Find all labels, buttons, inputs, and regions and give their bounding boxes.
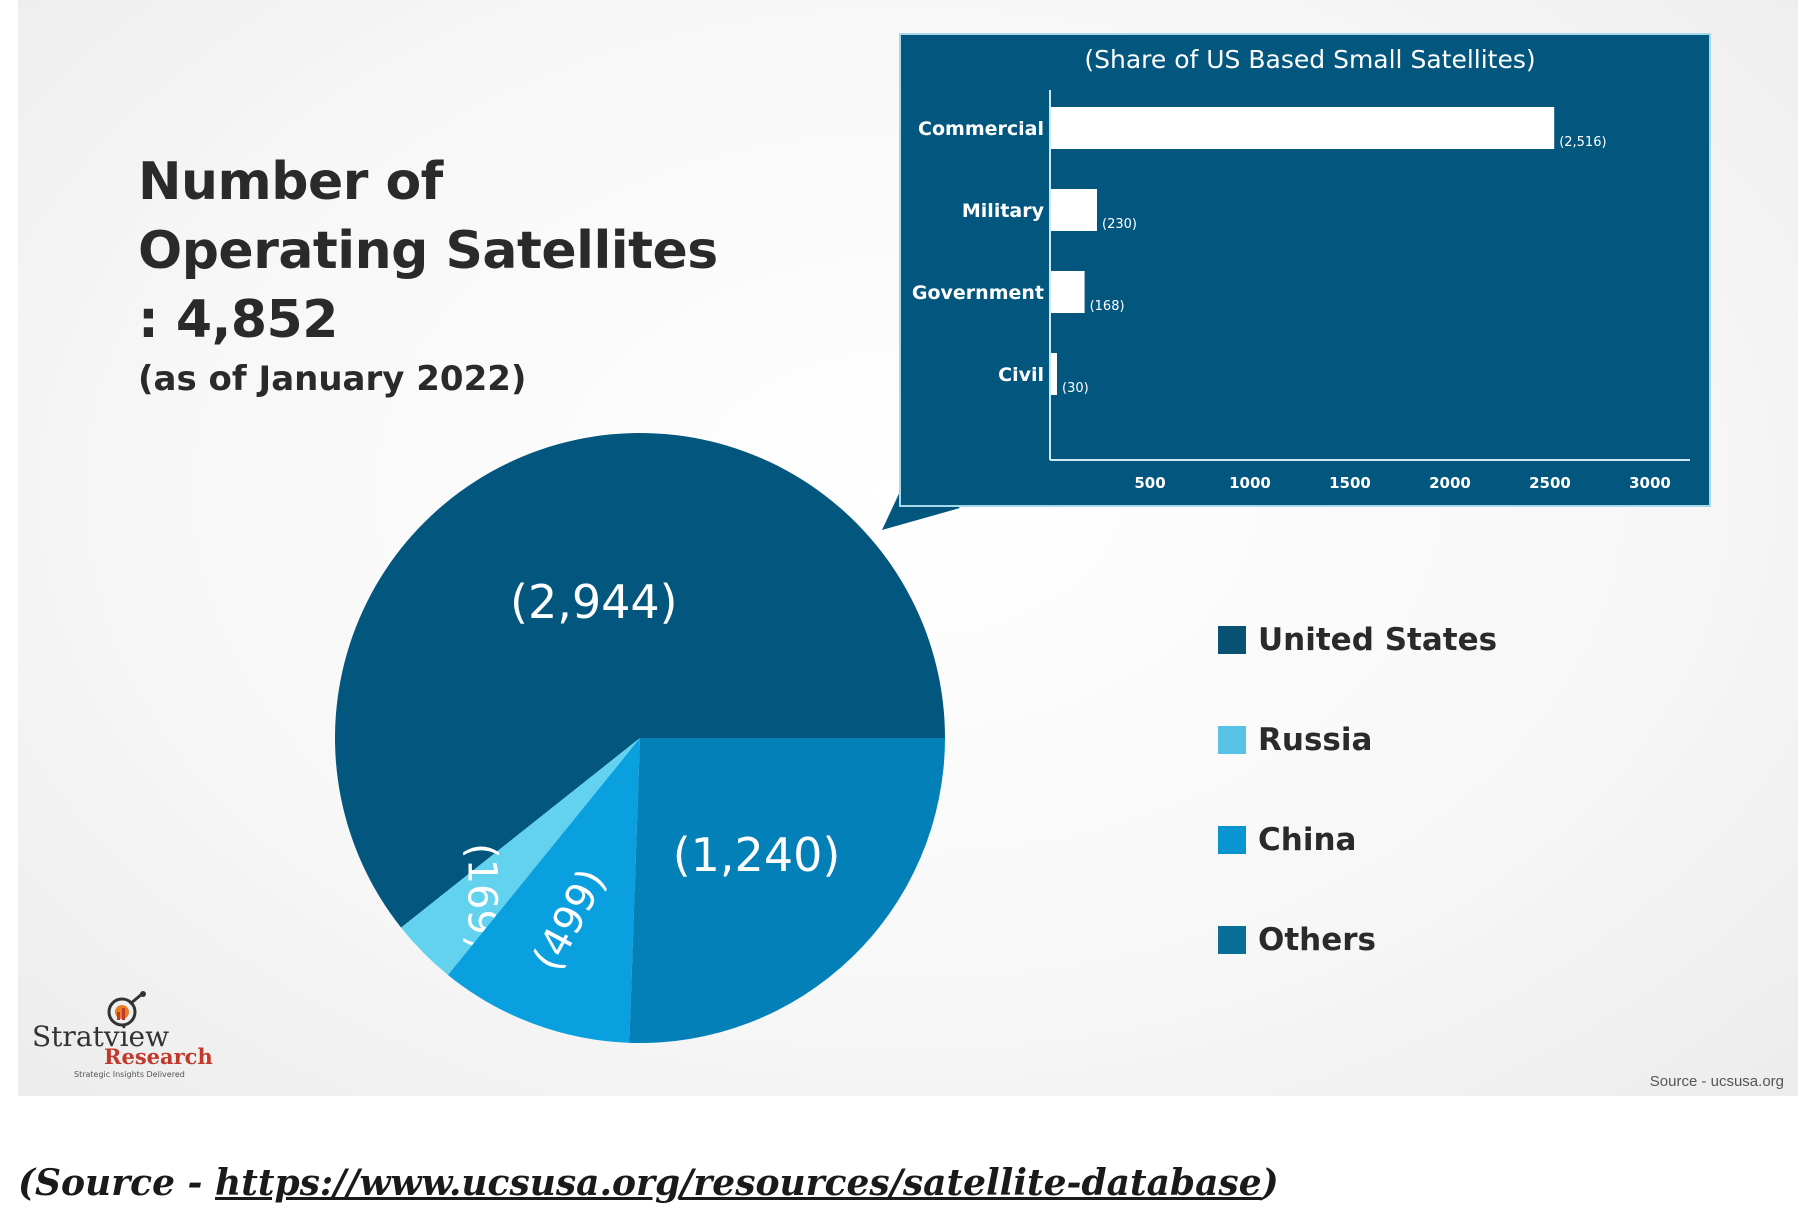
bar-value-label-civil: (30) (1062, 381, 1089, 396)
footer-source: (Source - https://www.ucsusa.org/resourc… (18, 1162, 1279, 1204)
bar-value-label-government: (168) (1090, 299, 1125, 314)
logo-name: Stratview (32, 1020, 170, 1053)
legend-item-others: Others (1218, 922, 1376, 958)
legend-item-united-states: United States (1218, 622, 1497, 658)
bar-government (1051, 271, 1085, 313)
legend-swatch (1218, 826, 1246, 854)
bar-civil (1051, 353, 1057, 395)
pie-slice-united-states (335, 433, 946, 928)
logo-subname: Research (104, 1044, 213, 1069)
category-label-commercial: Commercial (918, 118, 1044, 140)
x-tick-label: 1500 (1329, 474, 1371, 492)
bar-commercial (1051, 107, 1555, 149)
logo-tagline: Strategic Insights Delivered (74, 1070, 185, 1079)
category-label-military: Military (962, 200, 1045, 222)
category-label-government: Government (912, 282, 1044, 304)
category-label-civil: Civil (998, 364, 1044, 386)
legend-label: Others (1258, 922, 1377, 958)
bar-chart: (Share of US Based Small Satellites) 500 1… (882, 33, 1711, 530)
bar-value-label-military: (230) (1102, 217, 1137, 232)
footer-prefix: (Source - (18, 1162, 216, 1204)
pie-slice-others (629, 738, 945, 1043)
legend-swatch (1218, 926, 1246, 954)
x-tick-label: 500 (1134, 474, 1165, 492)
pie-value-label-united-states: (2,944) (510, 575, 678, 629)
bar-value-label-commercial: (2,516) (1559, 135, 1606, 150)
legend-label: China (1258, 822, 1357, 858)
pie-slice-china (447, 738, 640, 1043)
x-tick-label: 1000 (1229, 474, 1271, 492)
chart-subtitle: (as of January 2022) (138, 359, 527, 399)
x-tick-label: 2500 (1529, 474, 1571, 492)
chart-title: Number of Operating Satellites : 4,852 (138, 152, 718, 350)
legend-swatch (1218, 726, 1246, 754)
legend-label: United States (1258, 622, 1498, 658)
legend-item-china: China (1218, 822, 1356, 858)
stratview-logo: Stratview Research Strategic Insights De… (30, 990, 213, 1080)
logo-target-icon (107, 991, 146, 1027)
legend-label: Russia (1258, 722, 1373, 758)
source-note: Source - ucsusa.org (1649, 1073, 1784, 1090)
legend-swatch (1218, 626, 1246, 654)
bar-chart-background (899, 33, 1711, 507)
pie-chart: (2,944)(169) (499)(1,240) (335, 433, 946, 1043)
footer-suffix: ) (1261, 1162, 1279, 1204)
pie-value-label-others: (1,240) (673, 828, 841, 882)
bar-military (1051, 189, 1097, 231)
x-tick-label: 2000 (1429, 474, 1471, 492)
x-tick-label: 3000 (1629, 474, 1671, 492)
legend-item-russia: Russia (1218, 722, 1372, 758)
bar-chart-title: (Share of US Based Small Satellites) (1084, 45, 1535, 74)
source-link[interactable]: https://www.ucsusa.org/resources/satelli… (215, 1162, 1262, 1204)
pie-slice-russia (401, 738, 640, 975)
title-block: Number of Operating Satellites : 4,852 (… (138, 148, 738, 401)
